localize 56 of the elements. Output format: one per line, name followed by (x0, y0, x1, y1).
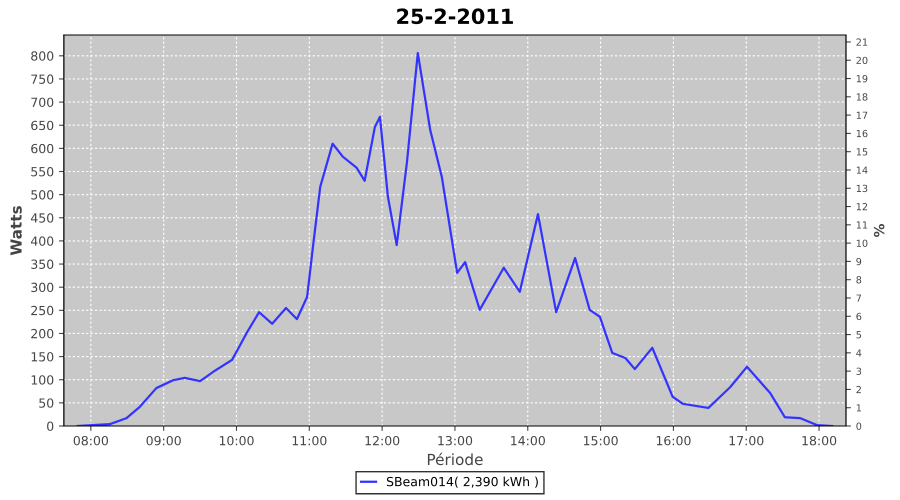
y-tick-label: 350 (31, 260, 54, 269)
y2-tick-label: 19 (856, 75, 868, 82)
y2-tick-label: 5 (856, 331, 862, 338)
y-tick-label: 450 (30, 213, 54, 223)
y2-tick-label: 16 (856, 130, 868, 138)
y2-tick-label: 2 (856, 386, 861, 394)
y2-tick-label: 1 (856, 404, 862, 412)
y-axis-title: Watts (10, 206, 22, 256)
y-tick-label: 150 (32, 352, 54, 362)
y2-tick-label: 8 (856, 276, 862, 284)
y2-tick-label: 7 (856, 294, 862, 302)
y-tick-label: 650 (31, 120, 54, 130)
x-tick-label: 15:00 (584, 436, 618, 446)
y2-tick-label: 13 (856, 184, 868, 192)
y-tick-label: 250 (31, 306, 54, 316)
y2-tick-label: 21 (856, 38, 868, 46)
y-tick-label: 50 (39, 398, 54, 408)
x-axis-title: Période (428, 452, 483, 466)
y-tick-label: 750 (31, 74, 54, 84)
y-tick-label: 600 (31, 144, 54, 154)
line-series (76, 52, 834, 426)
x-tick-label: 12:00 (365, 436, 400, 446)
y2-tick-label: 14 (856, 166, 868, 174)
x-tick-label: 17:00 (730, 436, 764, 446)
x-tick-label: 13:00 (438, 436, 472, 446)
y-tick-label: 400 (30, 236, 54, 246)
x-tick-label: 10:00 (220, 436, 254, 446)
y2-tick-label: 15 (856, 148, 868, 156)
legend-label: SBeam014( 2,390 kWh ) (386, 476, 538, 488)
y-tick-label: 300 (31, 282, 54, 292)
y2-tick-label: 11 (856, 221, 868, 229)
y-tick-label: 550 (31, 166, 54, 176)
y2-axis-title: % (874, 224, 884, 238)
y2-tick-label: 10 (856, 240, 868, 247)
x-tick-label: 14:00 (511, 436, 545, 446)
y2-tick-label: 12 (856, 203, 868, 210)
y-tick-label: 0 (47, 421, 54, 431)
y2-tick-label: 18 (856, 93, 868, 101)
y2-tick-label: 20 (856, 56, 868, 64)
y2-tick-label: 9 (856, 258, 862, 266)
x-tick-label: 18:00 (802, 436, 836, 446)
y2-tick-label: 4 (856, 349, 862, 357)
y-tick-label: 500 (31, 190, 54, 200)
y2-tick-label: 6 (856, 312, 862, 320)
x-tick-label: 09:00 (146, 436, 181, 446)
y2-tick-label: 0 (856, 422, 862, 430)
y2-tick-label: 17 (856, 112, 868, 119)
y-tick-label: 200 (31, 328, 54, 338)
y-tick-label: 800 (31, 51, 54, 61)
y2-tick-label: 3 (856, 368, 862, 375)
x-tick-label: 16:00 (656, 436, 691, 446)
x-tick-label: 11:00 (292, 436, 326, 446)
y-tick-label: 700 (31, 98, 54, 108)
chart-title: 25-2-2011 (397, 8, 513, 24)
y-tick-label: 100 (32, 375, 54, 385)
x-tick-label: 08:00 (74, 436, 108, 446)
